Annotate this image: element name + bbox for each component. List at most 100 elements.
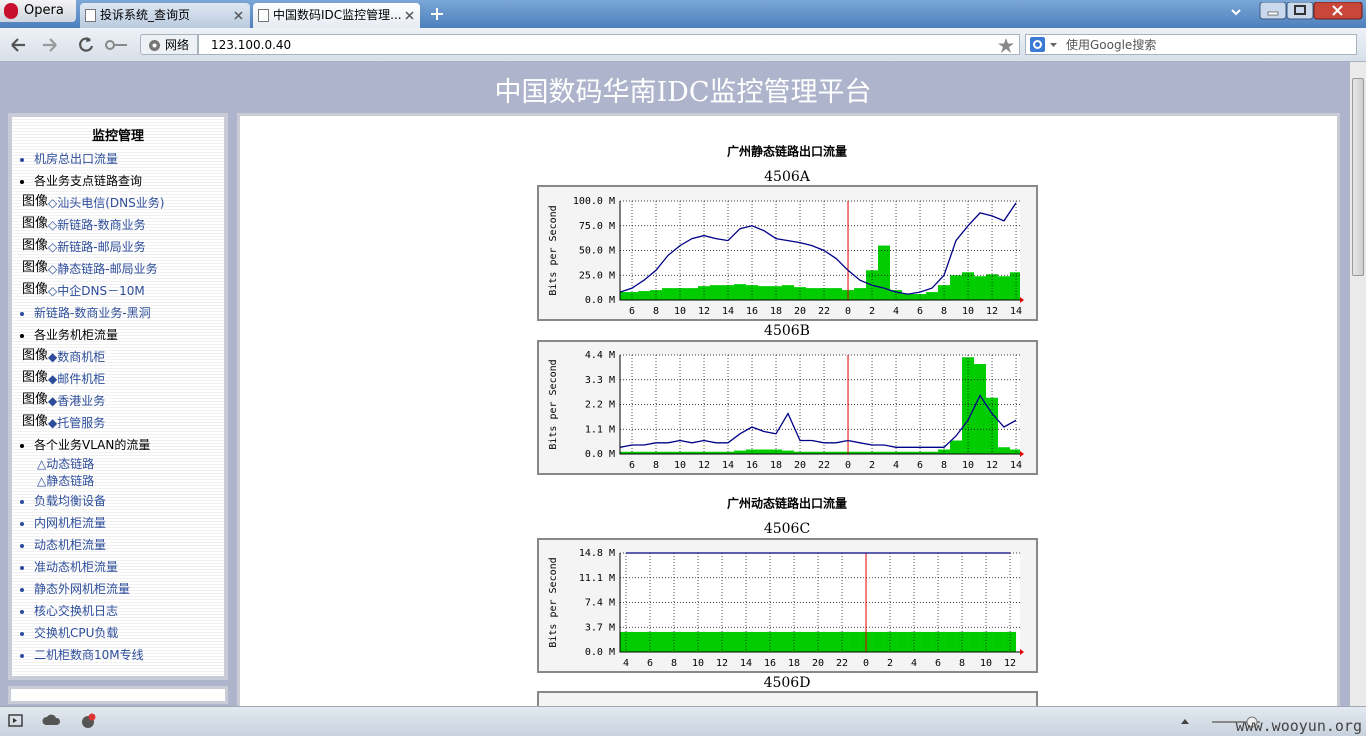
x-tick-label: 12 [986, 306, 998, 317]
menu-item[interactable]: 图像◆数商机柜 [22, 346, 224, 368]
globe-icon [149, 40, 160, 51]
new-tab[interactable] [431, 8, 443, 20]
area-bar [662, 451, 675, 454]
area-bar [926, 451, 939, 454]
menu-item[interactable]: 动态机柜流量 [34, 534, 224, 556]
area-bar [620, 451, 627, 454]
area-bar [716, 631, 729, 652]
area-bar [650, 290, 663, 300]
menu-item[interactable]: △静态链路 [37, 473, 224, 490]
y-tick-label: 0.0 M [585, 295, 615, 306]
x-tick-label: 4 [893, 306, 899, 317]
area-bar [878, 451, 891, 454]
y-tick-label: 4.4 M [585, 350, 615, 361]
area-bar [770, 286, 783, 300]
menu-item[interactable]: 核心交换机日志 [34, 600, 224, 622]
area-bar [950, 440, 963, 454]
area-bar [638, 291, 651, 300]
area-bar [782, 450, 795, 454]
menu-item[interactable]: 图像◆香港业务 [22, 390, 224, 412]
scroll-thumb[interactable] [1352, 78, 1364, 276]
close-icon[interactable] [234, 11, 243, 20]
area-bar [674, 451, 687, 454]
x-tick-label: 0 [845, 460, 851, 471]
x-tick-label: 8 [941, 460, 947, 471]
area-bar [698, 286, 711, 300]
y-axis-label: Bits per Second [548, 205, 559, 295]
series-line [619, 394, 1017, 448]
tab-bar: Opera 投诉系统_查询页 中国数码IDC监控管理... [0, 0, 1366, 28]
menu-item[interactable]: △动态链路 [37, 456, 224, 473]
menu-item[interactable]: 图像◇汕头电信(DNS业务) [22, 192, 224, 214]
area-bar [728, 631, 741, 652]
x-tick-label: 8 [959, 658, 965, 669]
area-bar [788, 631, 801, 652]
toolbar: 网络 123.100.0.40 使用Google搜索 [0, 28, 1366, 62]
area-bar [818, 451, 831, 454]
area-bar [902, 451, 915, 454]
x-tick-label: 6 [917, 306, 923, 317]
y-axis-label: Bits per Second [548, 557, 559, 647]
zoom-slider[interactable] [1180, 715, 1260, 729]
sidebar-footer [8, 686, 228, 704]
area-bar [938, 285, 951, 300]
y-tick-label: 25.0 M [579, 270, 615, 281]
area-bar [914, 451, 927, 454]
menu-text: ◇中企DNS－10M [48, 284, 145, 298]
menu-item[interactable]: 准动态机柜流量 [34, 556, 224, 578]
bookmark-star[interactable] [998, 38, 1014, 53]
area-bar [944, 631, 957, 652]
menu-item[interactable]: 图像◇新链路-邮局业务 [22, 236, 224, 258]
close-icon[interactable] [405, 11, 414, 20]
tab[interactable]: 中国数码IDC监控管理... [253, 3, 420, 28]
app-name: Opera [24, 3, 64, 18]
window-controls[interactable] [1226, 2, 1366, 22]
menu-item[interactable]: 新链路-数商业务-黑洞 [34, 302, 224, 324]
page-title: 中国数码华南IDC监控管理平台 [494, 77, 872, 108]
area-bar [902, 294, 915, 300]
area-bar [848, 631, 861, 652]
x-tick-label: 12 [716, 658, 728, 669]
menu-item[interactable]: 机房总出口流量 [34, 148, 224, 170]
opera-menu[interactable]: Opera [0, 0, 76, 22]
area-bar [776, 631, 789, 652]
section-title: 广州动态链路出口流量 [727, 496, 847, 511]
status-icons[interactable] [8, 713, 98, 729]
area-bar [806, 288, 819, 300]
broken-image-alt: 图像 [22, 282, 49, 297]
area-bar [962, 272, 975, 300]
area-bar [638, 451, 651, 454]
x-tick-label: 16 [764, 658, 776, 669]
menu-item[interactable]: 二机柜数商10M专线 [34, 644, 224, 666]
x-tick-label: 20 [812, 658, 824, 669]
area-bar [734, 450, 747, 454]
menu-item[interactable]: 图像◆托管服务 [22, 412, 224, 434]
menu-item[interactable]: 图像◇静态链路-邮局业务 [22, 258, 224, 280]
x-tick-label: 10 [962, 306, 974, 317]
menu-item[interactable]: 静态外网机柜流量 [34, 578, 224, 600]
address-bar[interactable]: 123.100.0.40 [198, 34, 1020, 55]
menu-item[interactable]: 图像◇新链路-数商业务 [22, 214, 224, 236]
y-tick-label: 100.0 M [573, 196, 615, 207]
menu-item[interactable]: 图像◇中企DNS－10M [22, 280, 224, 302]
menu-text: 各个业务VLAN的流量 [34, 438, 151, 452]
menu-item[interactable]: 内网机柜流量 [34, 512, 224, 534]
search-engine[interactable] [1030, 37, 1060, 53]
sidebar-title: 监控管理 [91, 129, 144, 144]
menu-item: 各业务机柜流量 [34, 324, 224, 346]
x-tick-label: 6 [647, 658, 653, 669]
tab[interactable]: 投诉系统_查询页 [80, 3, 250, 28]
x-tick-label: 18 [788, 658, 800, 669]
menu-item[interactable]: 负载均衡设备 [34, 490, 224, 512]
area-bar [758, 449, 771, 454]
menu-item[interactable]: 图像◆邮件机柜 [22, 368, 224, 390]
x-tick-label: 14 [722, 460, 734, 471]
menu-item[interactable]: 交换机CPU负载 [34, 622, 224, 644]
area-bar [692, 631, 705, 652]
search-box[interactable]: 使用Google搜索 [1025, 34, 1357, 55]
x-tick-label: 10 [692, 658, 704, 669]
broken-image-alt: 图像 [22, 194, 49, 209]
area-bar [632, 631, 645, 652]
nav-buttons[interactable] [10, 36, 130, 54]
